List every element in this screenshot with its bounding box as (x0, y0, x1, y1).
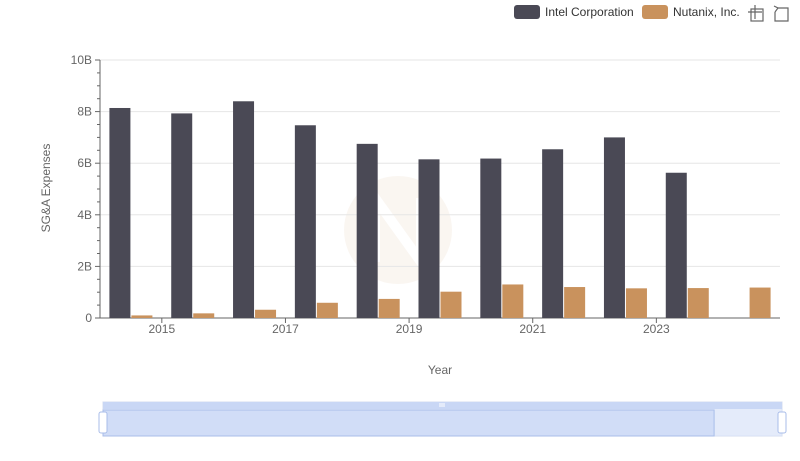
zoom-handle-right[interactable] (777, 411, 787, 434)
legend-item-nutanix[interactable]: Nutanix, Inc. (642, 5, 740, 19)
bar-intel (171, 113, 193, 318)
bar-nutanix (193, 313, 215, 318)
bar-nutanix (502, 284, 524, 318)
bar-intel (109, 107, 131, 318)
bar-intel (233, 101, 255, 318)
bar-nutanix (440, 291, 462, 318)
bar-intel (418, 159, 440, 318)
data-zoom-slider[interactable] (98, 401, 787, 437)
bar-nutanix (564, 287, 586, 318)
x-axis: 2015 2017 2019 2021 2023 (100, 317, 780, 336)
y-tick-label: 2B (77, 259, 92, 273)
bar-nutanix (749, 287, 771, 318)
y-axis: 0 2B 4B 6B 8B 10B (71, 53, 101, 325)
y-tick-label: 8B (77, 105, 92, 119)
bar-nutanix (687, 288, 709, 318)
bar-nutanix (378, 298, 400, 318)
y-tick-label: 0 (85, 311, 92, 325)
bar-intel (294, 125, 316, 318)
restore-icon[interactable] (773, 5, 789, 22)
legend[interactable]: Intel Corporation Nutanix, Inc. (514, 5, 740, 19)
bar-nutanix (131, 315, 153, 318)
legend-label-intel: Intel Corporation (545, 5, 634, 19)
bar-intel (356, 143, 378, 318)
bar-nutanix (625, 288, 647, 318)
y-tick-label: 10B (71, 53, 92, 67)
y-tick-label: 4B (77, 208, 92, 222)
zoom-handle-left[interactable] (98, 411, 108, 434)
x-tick-label: 2023 (643, 322, 670, 336)
bars (109, 101, 771, 318)
bar-intel (603, 137, 625, 318)
zoom-icon[interactable] (748, 5, 764, 22)
x-axis-title: Year (428, 363, 452, 377)
zoom-data-shadow (102, 409, 715, 437)
x-tick-label: 2019 (396, 322, 423, 336)
bar-nutanix (255, 309, 277, 318)
bar-intel (480, 158, 502, 318)
x-tick-label: 2015 (148, 322, 175, 336)
x-tick-label: 2021 (519, 322, 546, 336)
legend-swatch-nutanix (642, 5, 668, 19)
legend-label-nutanix: Nutanix, Inc. (673, 5, 740, 19)
zoom-top-grip[interactable] (439, 403, 445, 407)
y-axis-title: SG&A Expenses (39, 144, 53, 233)
y-tick-label: 6B (77, 156, 92, 170)
bar-intel (665, 172, 687, 318)
legend-swatch-intel (514, 5, 540, 19)
bar-nutanix (316, 302, 338, 318)
bar-intel (542, 149, 564, 318)
legend-item-intel[interactable]: Intel Corporation (514, 5, 634, 19)
x-tick-label: 2017 (272, 322, 299, 336)
